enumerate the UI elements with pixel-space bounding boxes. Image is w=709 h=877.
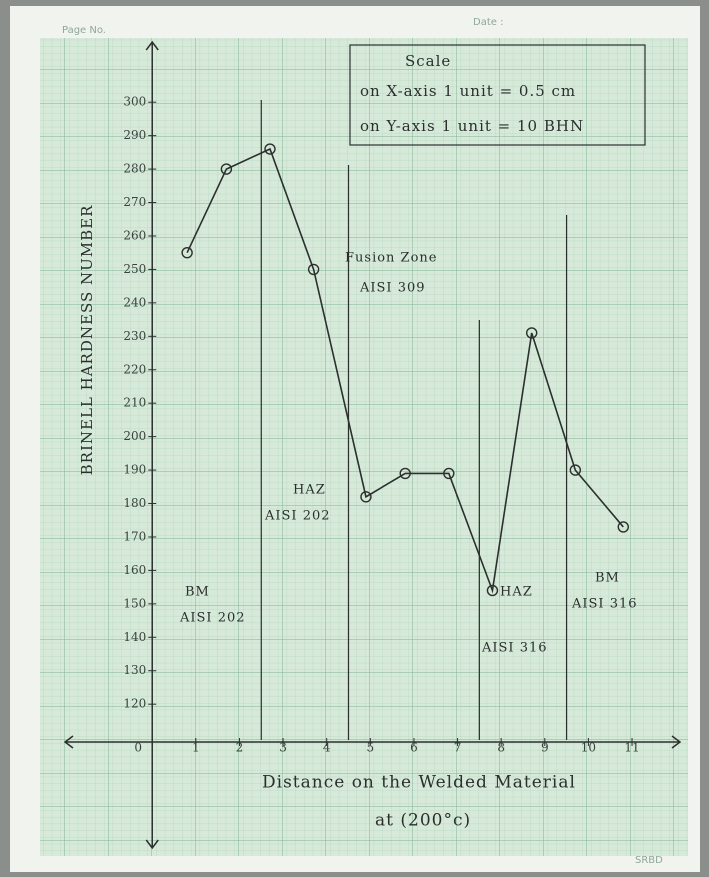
zone-label: AISI 309 xyxy=(359,281,426,296)
y-tick-label: 180 xyxy=(123,496,146,510)
zone-label: AISI 316 xyxy=(481,641,548,656)
y-axis-label: BRINELL HARDNESS NUMBER xyxy=(78,205,96,476)
zone-label: AISI 202 xyxy=(179,611,246,626)
zone-label: BM xyxy=(595,571,620,586)
y-tick-label: 220 xyxy=(123,362,146,376)
y-tick-label: 170 xyxy=(123,529,146,543)
page-no: Page No. xyxy=(62,25,106,36)
zone-label: AISI 202 xyxy=(264,509,331,524)
zone-label: BM xyxy=(185,585,210,600)
page: {"chart_data": { "type": "line", "header… xyxy=(0,0,709,877)
y-tick-label: 300 xyxy=(123,95,146,109)
x-axis-label: Distance on the Welded Material xyxy=(262,773,576,793)
x-tick-label: 1 xyxy=(192,741,200,755)
x-tick-label: 6 xyxy=(410,741,418,755)
y-tick-label: 140 xyxy=(123,630,146,644)
x-tick-label: 7 xyxy=(454,741,462,755)
y-tick-label: 260 xyxy=(123,228,146,242)
y-tick-label: 280 xyxy=(123,162,146,176)
y-tick-label: 210 xyxy=(123,396,146,410)
y-tick-label: 130 xyxy=(123,663,146,677)
x-tick-label: 2 xyxy=(236,741,244,755)
y-tick-label: 270 xyxy=(123,195,146,209)
y-tick-label: 150 xyxy=(123,596,146,610)
scale-y: on Y-axis 1 unit = 10 BHN xyxy=(360,117,584,135)
x-tick-label: 10 xyxy=(581,741,596,755)
x-axis-label-2: at (200°c) xyxy=(375,811,471,831)
zone-label: HAZ xyxy=(500,585,533,600)
x-tick-label: 4 xyxy=(323,741,331,755)
y-tick-label: 250 xyxy=(123,262,146,276)
x-tick-label: 3 xyxy=(279,741,287,755)
x-tick-label: 9 xyxy=(541,741,549,755)
y-tick-label: 190 xyxy=(123,463,146,477)
y-tick-label: 120 xyxy=(123,697,146,711)
x-tick-label: 8 xyxy=(497,741,505,755)
x-tick-label: 0 xyxy=(134,741,142,755)
chart: Page No. Date : SRBD Scale on X-axis 1 u… xyxy=(0,0,709,877)
y-tick-label: 230 xyxy=(123,329,146,343)
x-tick-label: 5 xyxy=(366,741,374,755)
zone-label: HAZ xyxy=(293,483,326,498)
scale-x: on X-axis 1 unit = 0.5 cm xyxy=(360,82,576,100)
footer: SRBD xyxy=(635,855,663,866)
date: Date : xyxy=(473,17,503,28)
zone-label: AISI 316 xyxy=(571,597,638,612)
y-tick-label: 160 xyxy=(123,563,146,577)
y-tick-label: 200 xyxy=(123,429,146,443)
y-tick-label: 240 xyxy=(123,295,146,309)
x-tick-label: 11 xyxy=(624,741,639,755)
y-tick-label: 290 xyxy=(123,128,146,142)
zone-label: Fusion Zone xyxy=(345,251,437,266)
scale-title: Scale xyxy=(405,52,451,70)
